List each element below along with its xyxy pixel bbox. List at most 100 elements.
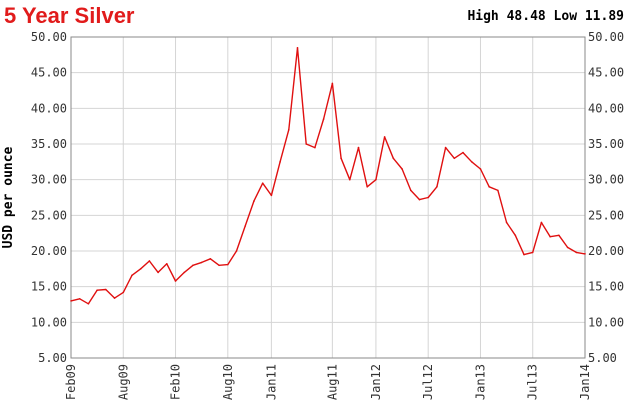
price-point (357, 146, 360, 149)
price-point (540, 221, 543, 224)
y-tick-label-left: 15.00 (31, 280, 67, 294)
price-point (200, 261, 203, 264)
price-point (436, 186, 438, 188)
y-tick-label-right: 45.00 (588, 66, 624, 80)
y-tick-label-left: 5.00 (38, 351, 67, 365)
price-point (105, 288, 107, 291)
price-point (348, 178, 351, 181)
price-point (253, 200, 255, 202)
y-tick-label-right: 25.00 (588, 208, 624, 222)
price-point (383, 136, 386, 138)
price-point (296, 47, 299, 49)
y-tick-label-left: 35.00 (31, 137, 67, 151)
price-point (166, 263, 168, 265)
price-point (366, 186, 369, 188)
price-point (122, 291, 125, 294)
price-point (566, 246, 569, 249)
grid-lines (70, 36, 586, 359)
price-point (131, 274, 133, 277)
price-point (392, 157, 395, 160)
price-point (322, 118, 325, 120)
silver-price-line (70, 47, 586, 305)
price-point (270, 194, 273, 197)
price-point (244, 225, 247, 227)
y-tick-label-right: 30.00 (588, 173, 624, 187)
price-point (157, 271, 159, 274)
price-point (174, 280, 177, 282)
price-point (113, 297, 116, 299)
price-point (401, 168, 403, 170)
x-tick-label: Aug09 (116, 364, 130, 400)
x-tick-label: Aug11 (325, 364, 339, 400)
price-point (305, 143, 308, 145)
price-point (148, 260, 151, 262)
price-point (78, 297, 81, 300)
price-point (549, 235, 551, 238)
price-point (409, 189, 412, 192)
y-ticks-right: 5.00 10.00 15.00 20.00 25.00 30.00 35.00 40.00 4… (588, 30, 624, 365)
x-tick-label: Jan14 (578, 364, 592, 400)
x-tick-label: Feb10 (169, 364, 183, 400)
price-point (209, 258, 212, 260)
y-tick-label-right: 50.00 (588, 30, 624, 44)
y-tick-label-left: 40.00 (31, 101, 67, 115)
price-point (558, 234, 560, 237)
x-ticks: Feb09 Aug09 Feb10 Aug10 Jan11 Aug11 Jan12 Jul12… (64, 364, 592, 400)
y-ticks-left: 5.00 10.00 15.00 20.00 25.00 30.00 35.00 40.00 4… (31, 30, 67, 365)
price-point (183, 271, 186, 274)
series-layer (70, 47, 586, 305)
price-point (444, 146, 447, 149)
price-point (314, 146, 316, 149)
price-point (453, 157, 456, 160)
y-tick-label-right: 35.00 (588, 137, 624, 151)
price-point (488, 186, 490, 188)
y-tick-label-left: 25.00 (31, 208, 67, 222)
x-tick-label: Jul13 (526, 364, 540, 400)
y-tick-label-right: 5.00 (588, 351, 617, 365)
x-tick-label: Feb09 (64, 364, 78, 400)
y-tick-label-left: 30.00 (31, 173, 67, 187)
price-point (235, 250, 238, 252)
x-tick-label: Jan11 (264, 364, 278, 400)
x-tick-label: Jan12 (369, 364, 383, 400)
price-point (287, 128, 290, 131)
price-point (584, 253, 586, 255)
price-point (427, 196, 429, 199)
price-point (192, 264, 194, 267)
price-point (340, 157, 342, 160)
price-point (523, 253, 525, 256)
y-tick-label-right: 20.00 (588, 244, 624, 258)
price-point (462, 151, 464, 154)
price-point (96, 289, 98, 292)
price-point (279, 161, 281, 163)
price-point (531, 251, 534, 254)
price-point (331, 82, 334, 85)
price-point (470, 161, 473, 163)
price-point (70, 300, 72, 302)
x-tick-label: Aug10 (221, 364, 235, 400)
price-point (418, 198, 421, 201)
price-point (479, 168, 482, 170)
y-tick-label-right: 10.00 (588, 315, 624, 329)
y-axis-label: USD per ounce (1, 146, 16, 248)
x-tick-label: Jan13 (473, 364, 487, 400)
price-point (514, 234, 517, 237)
price-point (139, 268, 142, 270)
price-point (497, 189, 499, 192)
x-tick-label: Jul12 (421, 364, 435, 400)
chart-title: 5 Year Silver (4, 3, 135, 28)
price-point (218, 264, 220, 267)
y-tick-label-right: 15.00 (588, 280, 624, 294)
y-tick-label-left: 20.00 (31, 244, 67, 258)
y-tick-label-left: 10.00 (31, 315, 67, 329)
y-tick-label-left: 50.00 (31, 30, 67, 44)
plot-frame (70, 36, 586, 359)
y-tick-label-right: 40.00 (588, 101, 624, 115)
high-low-readout: High 48.48 Low 11.89 (467, 9, 624, 24)
price-point (227, 263, 229, 266)
price-point (505, 221, 508, 224)
y-tick-label-left: 45.00 (31, 66, 67, 80)
price-point (575, 251, 578, 254)
price-point (375, 178, 377, 181)
